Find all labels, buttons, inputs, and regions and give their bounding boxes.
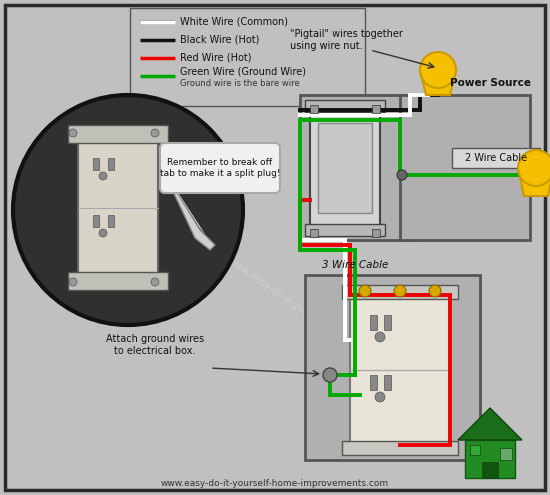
Bar: [465, 440, 515, 478]
Text: "Pigtail" wires together
using wire nut.: "Pigtail" wires together using wire nut.: [290, 29, 403, 51]
Text: Green Wire (Ground Wire): Green Wire (Ground Wire): [180, 67, 306, 77]
Circle shape: [359, 285, 371, 297]
FancyBboxPatch shape: [160, 143, 280, 193]
Text: Attach ground wires
to electrical box.: Attach ground wires to electrical box.: [106, 334, 204, 356]
Bar: [370, 315, 377, 330]
Text: Power Source: Power Source: [449, 78, 531, 88]
Bar: [372, 229, 380, 237]
Bar: [372, 105, 380, 113]
Bar: [500, 448, 512, 460]
Bar: [93, 215, 99, 227]
Bar: [130, 8, 365, 106]
Bar: [310, 105, 318, 113]
Bar: [300, 95, 420, 240]
Circle shape: [394, 285, 406, 297]
Circle shape: [323, 368, 337, 382]
Bar: [78, 140, 158, 275]
Bar: [470, 445, 480, 455]
Polygon shape: [162, 168, 215, 250]
Bar: [452, 148, 540, 168]
Circle shape: [99, 172, 107, 180]
Text: 2 Wire Cable: 2 Wire Cable: [465, 153, 527, 163]
Bar: [482, 462, 498, 478]
Bar: [305, 224, 385, 236]
Bar: [318, 123, 372, 213]
Circle shape: [375, 392, 385, 402]
Text: Red Wire (Hot): Red Wire (Hot): [180, 53, 251, 63]
Circle shape: [420, 52, 456, 88]
Bar: [310, 108, 380, 228]
Polygon shape: [518, 168, 550, 196]
Bar: [370, 375, 377, 390]
Text: Black Wire (Hot): Black Wire (Hot): [180, 35, 260, 45]
Circle shape: [99, 229, 107, 237]
Bar: [310, 229, 318, 237]
Bar: [350, 295, 450, 445]
Bar: [108, 158, 114, 170]
Circle shape: [397, 170, 407, 180]
Circle shape: [151, 129, 159, 137]
Circle shape: [13, 95, 243, 325]
Bar: [68, 125, 168, 143]
Bar: [342, 441, 458, 455]
Bar: [93, 158, 99, 170]
Circle shape: [69, 129, 77, 137]
Text: 3 Wire Cable: 3 Wire Cable: [322, 260, 388, 270]
Bar: [400, 95, 530, 240]
Bar: [305, 100, 385, 112]
Circle shape: [151, 278, 159, 286]
Polygon shape: [162, 168, 205, 234]
Polygon shape: [458, 408, 522, 440]
Bar: [384, 315, 391, 330]
Bar: [305, 275, 480, 460]
Bar: [342, 285, 458, 299]
Circle shape: [375, 332, 385, 342]
Text: Remember to break off
tab to make it a split plug!: Remember to break off tab to make it a s…: [160, 158, 280, 178]
Circle shape: [518, 150, 550, 186]
Circle shape: [429, 285, 441, 297]
Polygon shape: [420, 70, 456, 95]
Text: Ground wire is the bare wire: Ground wire is the bare wire: [180, 80, 300, 89]
Bar: [68, 272, 168, 290]
Text: www.easy-do-it-yourself-home-improvements.com: www.easy-do-it-yourself-home-improvement…: [227, 255, 433, 404]
Circle shape: [69, 278, 77, 286]
Text: White Wire (Common): White Wire (Common): [180, 17, 288, 27]
Text: www.easy-do-it-yourself-home-improvements.com: www.easy-do-it-yourself-home-improvement…: [161, 479, 389, 488]
Bar: [384, 375, 391, 390]
Bar: [108, 215, 114, 227]
